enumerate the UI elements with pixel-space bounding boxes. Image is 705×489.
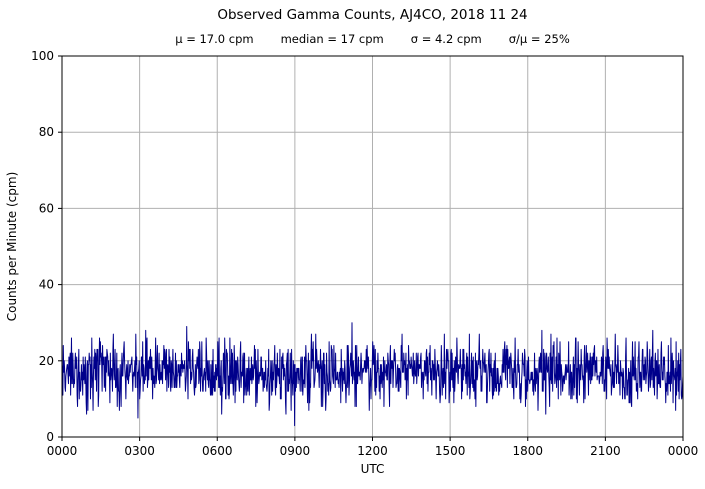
y-axis-label: Counts per Minute (cpm): [5, 172, 19, 322]
x-tick-label: 0300: [124, 444, 155, 458]
y-tick-label: 20: [39, 354, 54, 368]
y-tick-label: 0: [46, 430, 54, 444]
x-tick-label: 1200: [357, 444, 388, 458]
chart-stats-line: μ = 17.0 cpm median = 17 cpm σ = 4.2 cpm…: [62, 32, 683, 46]
x-tick-label: 0000: [47, 444, 78, 458]
x-tick-label: 0600: [202, 444, 233, 458]
x-tick-label: 1800: [512, 444, 543, 458]
stat-sigma: σ = 4.2 cpm: [410, 32, 482, 46]
x-tick-label: 0900: [280, 444, 311, 458]
x-axis-label: UTC: [361, 462, 385, 476]
y-tick-label: 100: [31, 49, 54, 63]
x-tick-label: 0000: [668, 444, 699, 458]
x-tick-label: 2100: [590, 444, 621, 458]
y-tick-label: 40: [39, 278, 54, 292]
gamma-counts-series-line: [61, 322, 684, 427]
x-tick-label: 1500: [435, 444, 466, 458]
y-tick-label: 80: [39, 125, 54, 139]
stat-sigma-over-mu: σ/μ = 25%: [508, 32, 570, 46]
chart-title: Observed Gamma Counts, AJ4CO, 2018 11 24: [217, 7, 528, 23]
stat-mean: μ = 17.0 cpm: [175, 32, 254, 46]
y-tick-label: 60: [39, 201, 54, 215]
stat-median: median = 17 cpm: [280, 32, 384, 46]
